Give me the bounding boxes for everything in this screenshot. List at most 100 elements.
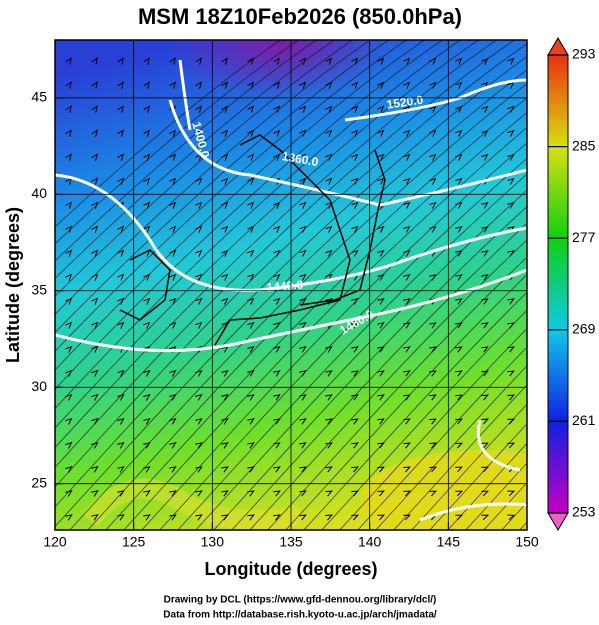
stream-arrow: [169, 225, 177, 233]
stream-arrow: [377, 225, 385, 233]
stream-arrow: [299, 418, 307, 425]
stream-arrow: [221, 418, 229, 425]
stream-arrow: [403, 177, 411, 185]
stream-arrow: [351, 322, 359, 329]
stream-arrow: [195, 418, 203, 425]
stream-arrow: [247, 273, 255, 281]
stream-arrow: [117, 297, 125, 305]
stream-arrow: [117, 490, 125, 497]
stream-arrow: [481, 442, 489, 449]
colorbar-tick-label: 293: [572, 46, 596, 62]
stream-arrow: [377, 322, 385, 329]
stream-arrow: [481, 418, 489, 425]
stream-arrow: [221, 514, 229, 521]
stream-arrow: [455, 226, 463, 233]
streamline: [55, 40, 300, 245]
stream-arrow: [455, 129, 463, 137]
stream-arrow: [377, 490, 385, 497]
stream-arrow: [429, 81, 437, 89]
stream-arrow: [325, 105, 333, 113]
stream-arrow: [91, 345, 99, 353]
stream-arrow: [377, 394, 385, 401]
stream-arrow: [403, 442, 411, 449]
stream-arrow: [481, 394, 489, 401]
stream-arrow: [351, 418, 359, 425]
stream-arrow: [143, 129, 151, 137]
stream-arrow: [273, 153, 281, 161]
stream-arrow: [91, 201, 99, 209]
stream-arrow: [351, 490, 359, 497]
stream-arrow: [169, 442, 177, 449]
stream-arrow: [117, 321, 125, 329]
stream-arrow: [403, 81, 411, 89]
stream-arrow: [455, 418, 463, 425]
stream-arrow: [169, 177, 177, 185]
stream-arrow: [221, 394, 229, 401]
stream-arrow: [221, 442, 229, 449]
streamline: [55, 55, 527, 508]
stream-arrow: [195, 369, 203, 377]
stream-arrow: [299, 394, 307, 401]
stream-arrow: [169, 201, 177, 209]
stream-arrow: [117, 249, 125, 257]
streamline: [177, 173, 527, 530]
stream-arrow: [481, 129, 489, 137]
stream-arrow: [299, 81, 307, 89]
stream-arrow: [117, 273, 125, 281]
streamline: [55, 40, 390, 334]
stream-arrow: [91, 81, 98, 89]
stream-arrow: [143, 369, 151, 377]
stream-arrow: [195, 466, 203, 473]
stream-arrow: [221, 466, 229, 473]
streamline: [55, 40, 354, 297]
stream-arrow: [143, 225, 151, 233]
stream-arrow: [481, 322, 489, 329]
stream-arrow: [65, 417, 73, 425]
stream-arrow: [221, 490, 229, 497]
stream-arrow: [65, 153, 72, 161]
chart-title: MSM 18Z10Feb2026 (850.0hPa): [138, 4, 462, 29]
stream-arrow: [403, 370, 411, 377]
stream-arrow: [221, 57, 228, 65]
stream-arrow: [403, 466, 411, 473]
stream-arrow: [65, 490, 73, 497]
stream-arrow: [429, 394, 437, 401]
stream-arrow: [351, 466, 359, 473]
streamline: [339, 327, 527, 530]
x-tick-label: 130: [201, 534, 225, 550]
stream-arrow: [325, 129, 333, 137]
cold-core: [170, 40, 390, 100]
streamline: [55, 40, 372, 315]
stream-arrow: [299, 442, 307, 449]
stream-arrow: [247, 370, 255, 377]
stream-arrow: [377, 177, 385, 185]
stream-arrow: [169, 490, 177, 497]
stream-arrow: [429, 442, 437, 449]
stream-arrow: [273, 129, 281, 137]
stream-arrow: [91, 225, 99, 233]
stream-arrow: [299, 249, 307, 257]
stream-arrow: [429, 322, 437, 329]
contour: [168, 99, 527, 207]
stream-arrow: [455, 466, 464, 473]
contour: [55, 173, 527, 292]
stream-arrow: [403, 418, 411, 425]
stream-arrow: [117, 442, 125, 449]
stream-arrow: [325, 466, 333, 473]
stream-arrow: [117, 129, 125, 137]
stream-arrow: [117, 105, 124, 113]
stream-arrow: [377, 105, 385, 113]
stream-arrow: [429, 105, 437, 113]
stream-arrow: [117, 514, 125, 521]
colorbar-tick-label: 253: [572, 504, 596, 520]
stream-arrow: [377, 370, 385, 377]
stream-arrow: [143, 153, 151, 161]
stream-arrow: [299, 201, 307, 209]
stream-arrow: [507, 346, 515, 353]
stream-arrow: [325, 57, 333, 65]
stream-arrow: [325, 346, 333, 353]
contour-label: 1520.0: [386, 93, 425, 112]
contour: [178, 59, 192, 131]
y-tick-label: 45: [31, 89, 47, 105]
